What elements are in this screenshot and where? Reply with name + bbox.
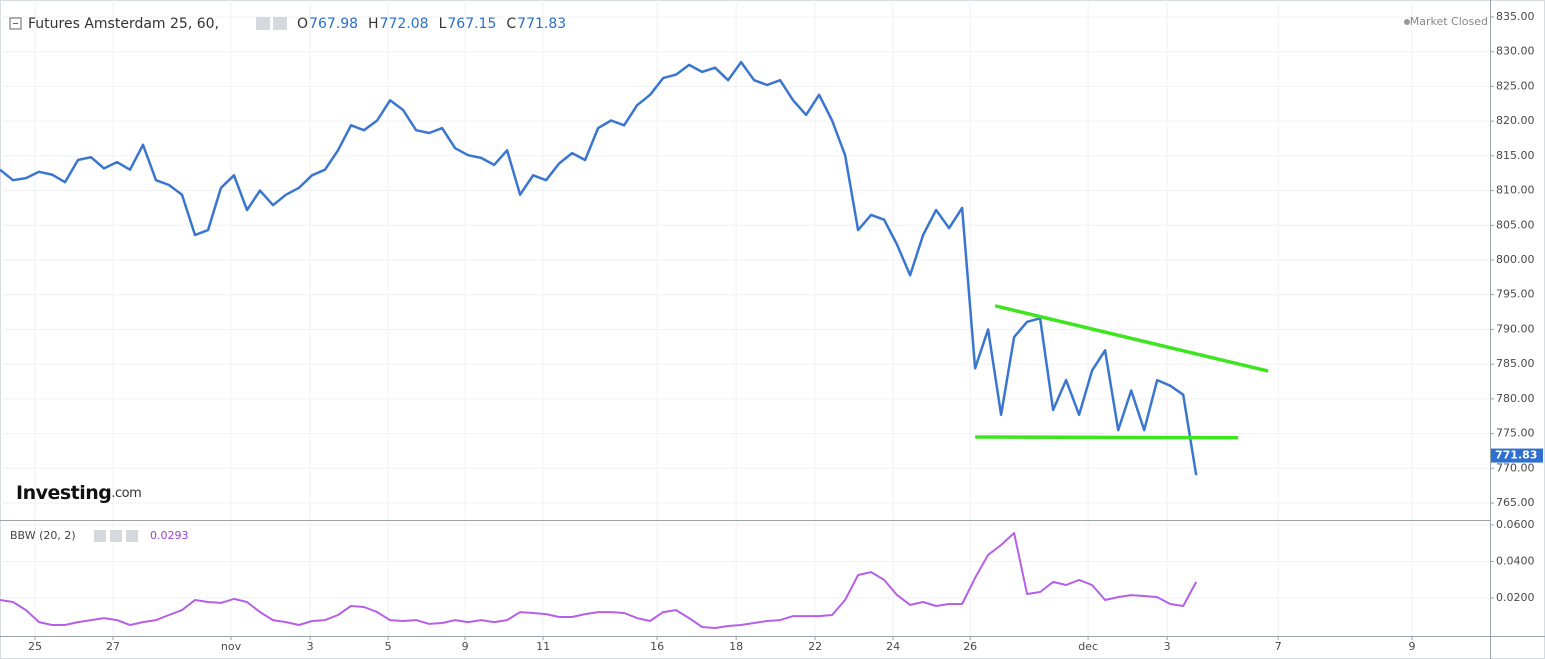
y-tick-label: 0.0400 bbox=[1496, 554, 1535, 567]
y-tick-label: 830.00 bbox=[1496, 45, 1535, 58]
x-tick-label: 18 bbox=[729, 640, 743, 653]
y-tick-label: 800.00 bbox=[1496, 253, 1535, 266]
ohlc-value: 767.98 bbox=[309, 16, 358, 32]
logo-suffix: .com bbox=[111, 486, 141, 501]
x-tick-label: 5 bbox=[385, 640, 392, 653]
indicator-gear[interactable] bbox=[110, 530, 122, 542]
ohlc-key: H bbox=[368, 16, 379, 32]
ohlc-key: C bbox=[506, 16, 516, 32]
grid bbox=[0, 0, 1490, 636]
market-status: Market Closed bbox=[1410, 15, 1488, 28]
y-tick-label: 790.00 bbox=[1496, 322, 1535, 335]
x-tick-label: 9 bbox=[1408, 640, 1415, 653]
x-tick-label: 3 bbox=[1164, 640, 1171, 653]
y-tick-label: 0.0600 bbox=[1496, 518, 1535, 531]
indicator-title: BBW (20, 2) bbox=[10, 529, 76, 542]
status-dot bbox=[1404, 19, 1410, 25]
y-tick-label: 825.00 bbox=[1496, 79, 1535, 92]
y-tick-label: 785.00 bbox=[1496, 357, 1535, 370]
y-tick-label: 815.00 bbox=[1496, 149, 1535, 162]
settings-button[interactable] bbox=[256, 17, 270, 30]
x-tick-label: 16 bbox=[650, 640, 664, 653]
trendline bbox=[994, 304, 1269, 373]
ohlc-value: 772.08 bbox=[380, 16, 429, 32]
x-tick-label: 27 bbox=[106, 640, 120, 653]
price-line bbox=[0, 60, 1198, 476]
indicator-close[interactable] bbox=[126, 530, 138, 542]
y-tick-label: 770.00 bbox=[1496, 461, 1535, 474]
bbw-line bbox=[0, 532, 1198, 629]
y-tick-label: 810.00 bbox=[1496, 184, 1535, 197]
y-tick-label: 0.0200 bbox=[1496, 591, 1535, 604]
y-tick-label: 805.00 bbox=[1496, 218, 1535, 231]
x-tick-label: 25 bbox=[28, 640, 42, 653]
y-tick-label: 775.00 bbox=[1496, 427, 1535, 440]
x-tick-label: 3 bbox=[307, 640, 314, 653]
y-tick-label: 795.00 bbox=[1496, 288, 1535, 301]
ohlc-key: L bbox=[439, 16, 447, 32]
x-tick-label: nov bbox=[221, 640, 242, 653]
y-tick-label: 820.00 bbox=[1496, 114, 1535, 127]
last-price-tag bbox=[1491, 448, 1543, 463]
indicator-value: 0.0293 bbox=[150, 529, 189, 542]
x-tick-label: 24 bbox=[886, 640, 900, 653]
ohlc-value: 767.15 bbox=[447, 16, 496, 32]
y-tick-label: 780.00 bbox=[1496, 392, 1535, 405]
indicator-settings[interactable] bbox=[94, 530, 106, 542]
x-tick-label: 22 bbox=[808, 640, 822, 653]
last-price-label: 771.83 bbox=[1495, 449, 1537, 462]
x-tick-label: 26 bbox=[963, 640, 977, 653]
y-tick-label: 765.00 bbox=[1496, 496, 1535, 509]
x-tick-label: 11 bbox=[536, 640, 550, 653]
logo-brand: Investing bbox=[16, 482, 111, 504]
x-tick-label: 9 bbox=[462, 640, 469, 653]
trendline bbox=[975, 435, 1239, 440]
gear-button[interactable] bbox=[273, 17, 287, 30]
ohlc-key: O bbox=[297, 16, 308, 32]
x-tick-label: 7 bbox=[1275, 640, 1282, 653]
ohlc-value: 771.83 bbox=[517, 16, 566, 32]
y-tick-label: 835.00 bbox=[1496, 10, 1535, 23]
x-tick-label: dec bbox=[1078, 640, 1098, 653]
symbol: Futures Amsterdam 25, 60, bbox=[28, 16, 219, 32]
logo: Investing.com bbox=[16, 482, 141, 504]
